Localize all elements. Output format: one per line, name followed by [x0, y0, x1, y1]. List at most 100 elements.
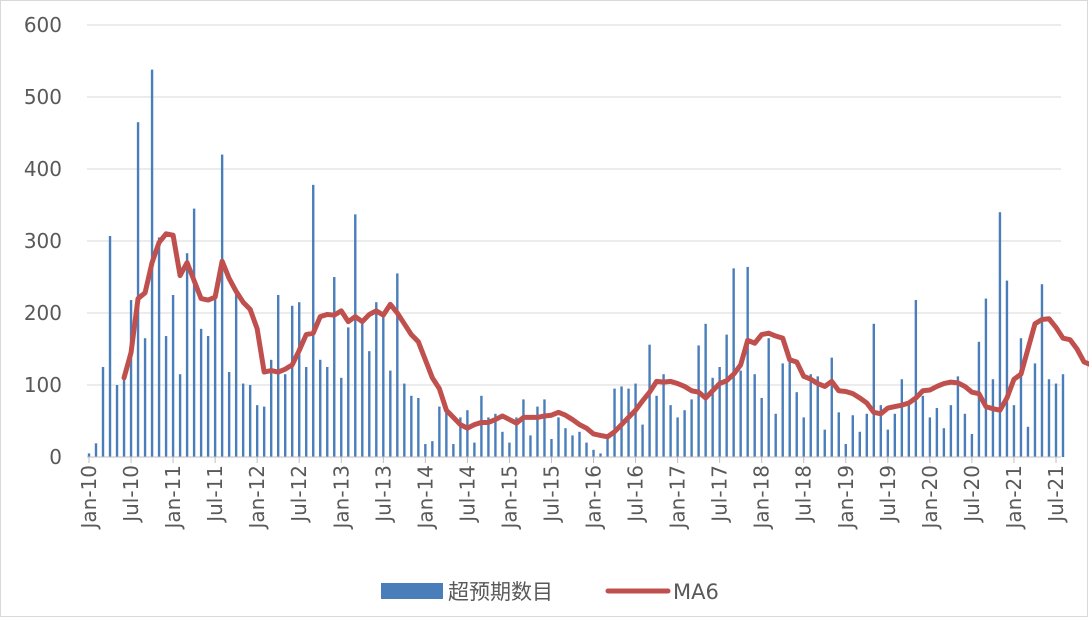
x-tick-label: Jul-20: [960, 465, 984, 524]
bar: [767, 338, 770, 457]
legend-line-label: MA6: [673, 580, 719, 604]
bar: [157, 237, 161, 457]
bar: [473, 442, 476, 457]
y-tick-label: 400: [24, 157, 62, 181]
bar: [627, 388, 630, 457]
bar: [354, 214, 357, 457]
y-tick-labels: 0 100 200 300 400 500 600: [24, 13, 62, 469]
bar: [830, 357, 833, 457]
bar: [949, 405, 953, 457]
legend-bar-swatch: [381, 583, 443, 599]
bar: [248, 385, 252, 457]
bar: [536, 406, 539, 457]
bar: [1054, 383, 1058, 457]
bar: [529, 435, 532, 457]
bar: [375, 302, 378, 457]
bar: [977, 341, 981, 457]
bar: [122, 376, 126, 457]
bar: [340, 377, 343, 457]
bar: [164, 336, 168, 457]
bar: [234, 291, 238, 457]
bar: [87, 453, 91, 457]
bar: [543, 399, 546, 457]
bar: [942, 428, 946, 457]
bar: [900, 379, 904, 457]
bar: [1061, 374, 1065, 457]
bar: [606, 435, 609, 457]
x-tick-label: Jul-12: [287, 465, 311, 524]
bar: [319, 359, 322, 457]
bar: [802, 417, 805, 457]
bar: [382, 316, 385, 457]
bar: [669, 405, 672, 457]
bar: [578, 431, 581, 457]
bar: [998, 212, 1002, 457]
bar: [613, 388, 616, 457]
bar: [585, 442, 588, 457]
x-tick-label: Jul-14: [455, 465, 479, 524]
bar: [1033, 363, 1037, 457]
bar: [781, 363, 784, 457]
bar: [192, 208, 196, 457]
bar: [1026, 426, 1030, 457]
bar: [809, 374, 812, 457]
bar: [886, 429, 890, 457]
x-tick-label: Jul-15: [539, 465, 563, 524]
bar: [984, 298, 988, 457]
bar: [571, 435, 574, 457]
bar: [487, 417, 490, 457]
bar: [347, 327, 350, 457]
bar: [115, 385, 119, 457]
bar: [389, 370, 392, 457]
bar: [914, 300, 918, 457]
bar: [494, 413, 497, 457]
x-tick-label: Jul-18: [792, 465, 816, 524]
bar: [592, 449, 595, 457]
bar: [227, 372, 231, 457]
x-tick-label: Jan-13: [329, 465, 353, 531]
x-tick-label: Jul-19: [876, 465, 900, 524]
legend-bar-label: 超预期数目: [448, 580, 553, 604]
bar: [879, 405, 883, 457]
bar: [403, 383, 406, 457]
bar: [284, 374, 287, 457]
bar: [599, 453, 602, 457]
bar: [312, 184, 315, 457]
bar: [795, 392, 798, 457]
bar: [641, 424, 644, 457]
bar: [725, 334, 728, 457]
bar: [466, 410, 469, 457]
y-tick-label: 600: [24, 13, 62, 37]
bar: [837, 412, 840, 457]
bar: [928, 417, 932, 457]
bar: [1019, 338, 1023, 457]
bar: [851, 415, 854, 457]
bar: [220, 154, 224, 457]
bar: [718, 367, 721, 457]
x-tick-label: Jan-14: [413, 465, 437, 531]
bar: [732, 268, 735, 457]
bar: [445, 412, 448, 457]
bar: [241, 383, 245, 457]
bar: [788, 359, 791, 457]
y-tick-label: 300: [24, 229, 62, 253]
x-tick-label: Jan-10: [77, 465, 101, 531]
x-tick-label: Jan-20: [918, 465, 942, 531]
bar: [1040, 284, 1044, 457]
bar: [970, 433, 974, 457]
x-tick-label: Jan-19: [834, 465, 858, 531]
x-tick-label: Jan-11: [161, 465, 185, 531]
x-tick-label: Jul-10: [119, 465, 143, 524]
bar: [704, 323, 707, 457]
bar: [326, 367, 329, 457]
bar: [431, 441, 434, 457]
bar: [459, 417, 462, 457]
bar: [501, 431, 504, 457]
x-tick-label: Jul-21: [1044, 465, 1068, 524]
bar: [753, 374, 756, 457]
axes: [87, 456, 1061, 463]
bar: [676, 417, 679, 457]
bar: [298, 302, 301, 457]
bar: [655, 395, 658, 457]
